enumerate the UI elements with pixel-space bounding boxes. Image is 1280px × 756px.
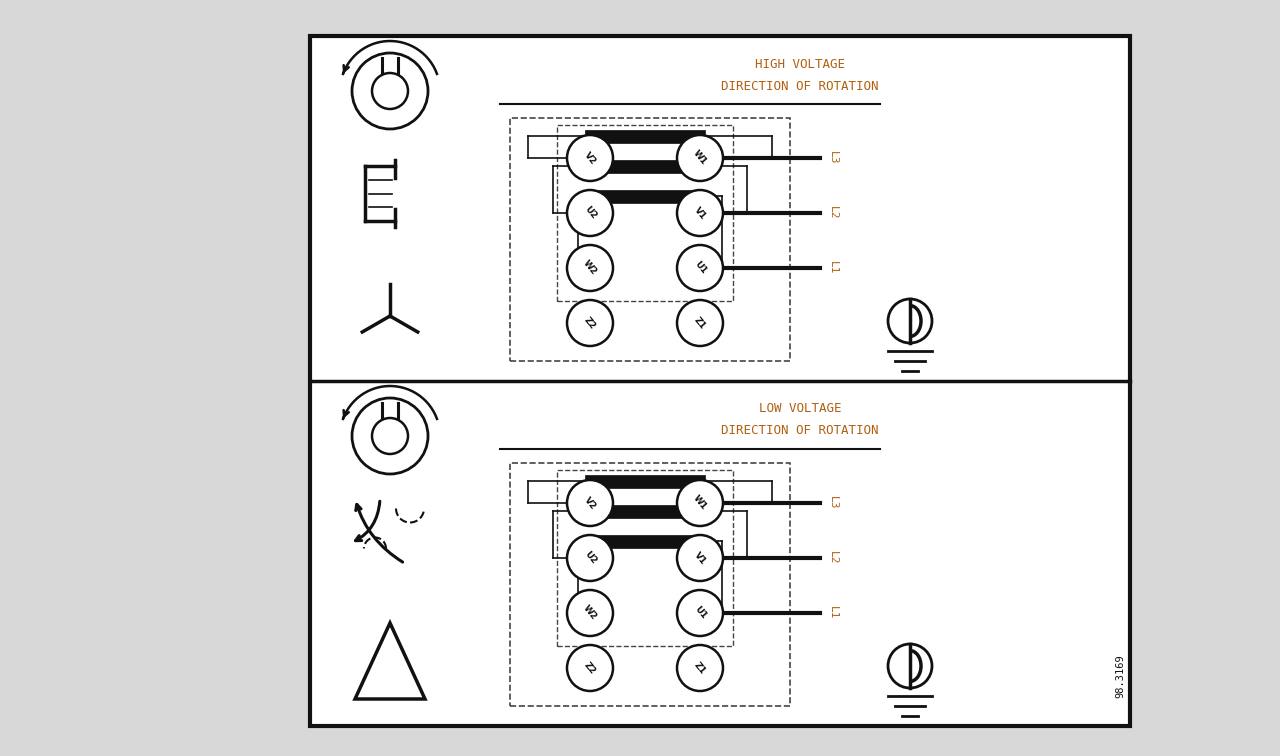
- Bar: [509, 118, 790, 361]
- Circle shape: [567, 300, 613, 346]
- Text: L2: L2: [828, 551, 838, 565]
- Text: DIRECTION OF ROTATION: DIRECTION OF ROTATION: [721, 425, 879, 438]
- Text: HIGH VOLTAGE: HIGH VOLTAGE: [755, 57, 845, 70]
- Circle shape: [567, 190, 613, 236]
- Text: W1: W1: [691, 149, 709, 167]
- Text: DIRECTION OF ROTATION: DIRECTION OF ROTATION: [721, 79, 879, 92]
- Circle shape: [567, 135, 613, 181]
- Text: Z1: Z1: [692, 660, 708, 676]
- Circle shape: [567, 590, 613, 636]
- Text: W2: W2: [581, 259, 599, 277]
- Bar: [557, 470, 733, 646]
- Bar: [585, 504, 705, 518]
- Circle shape: [567, 480, 613, 526]
- Circle shape: [677, 245, 723, 291]
- Bar: [557, 125, 733, 301]
- Circle shape: [352, 398, 428, 474]
- Circle shape: [677, 300, 723, 346]
- Circle shape: [567, 645, 613, 691]
- Text: LOW VOLTAGE: LOW VOLTAGE: [759, 402, 841, 416]
- Text: 98.3169: 98.3169: [1115, 654, 1125, 698]
- Circle shape: [888, 644, 932, 688]
- Text: L3: L3: [828, 151, 838, 165]
- Text: U1: U1: [692, 605, 708, 621]
- Bar: [585, 190, 705, 203]
- Text: W2: W2: [581, 604, 599, 622]
- Circle shape: [677, 535, 723, 581]
- Text: U2: U2: [582, 205, 598, 221]
- Text: U1: U1: [692, 260, 708, 276]
- Bar: [585, 129, 705, 142]
- Text: Z2: Z2: [582, 660, 598, 676]
- Text: L1: L1: [828, 606, 838, 620]
- Bar: [585, 475, 705, 488]
- Bar: [509, 463, 790, 706]
- Text: U2: U2: [582, 550, 598, 566]
- Circle shape: [677, 590, 723, 636]
- Text: V2: V2: [582, 495, 598, 511]
- Bar: [310, 36, 1130, 726]
- Text: Z2: Z2: [582, 315, 598, 331]
- Circle shape: [567, 535, 613, 581]
- Text: V1: V1: [692, 205, 708, 221]
- Text: W1: W1: [691, 494, 709, 512]
- Circle shape: [677, 645, 723, 691]
- Circle shape: [677, 480, 723, 526]
- Text: Z1: Z1: [692, 315, 708, 331]
- Text: V1: V1: [692, 550, 708, 566]
- Text: L2: L2: [828, 206, 838, 220]
- Text: L3: L3: [828, 496, 838, 510]
- Circle shape: [677, 135, 723, 181]
- Circle shape: [372, 418, 408, 454]
- Circle shape: [677, 190, 723, 236]
- Text: L1: L1: [828, 262, 838, 274]
- Circle shape: [567, 245, 613, 291]
- Text: V2: V2: [582, 150, 598, 166]
- Bar: [585, 534, 705, 547]
- Circle shape: [372, 73, 408, 109]
- Circle shape: [888, 299, 932, 343]
- Bar: [585, 160, 705, 172]
- Circle shape: [352, 53, 428, 129]
